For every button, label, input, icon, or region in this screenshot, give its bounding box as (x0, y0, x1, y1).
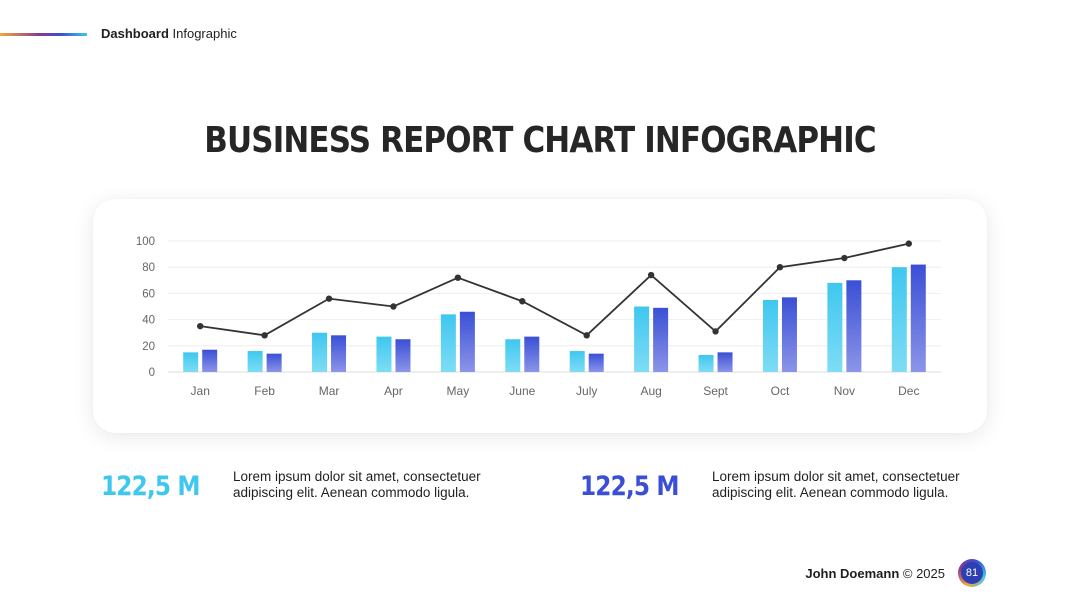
footer-credit: John Doemann © 2025 (805, 566, 945, 581)
business-chart: 0 20 40 60 80 100 Jan Feb Mar Apr May June July Aug Se… (136, 236, 941, 398)
bar (910, 264, 926, 372)
header-rest: Infographic (168, 26, 237, 41)
bar (698, 354, 714, 372)
trend-point (841, 254, 848, 262)
x-tick-label: Dec (898, 384, 919, 398)
bar (762, 299, 778, 372)
bar (524, 336, 540, 372)
y-tick-label: 40 (142, 315, 155, 327)
trend-line (200, 242, 909, 337)
bar (331, 335, 347, 372)
page-number: 81 (961, 562, 983, 584)
stat-description-1: Lorem ipsum dolor sit amet, consectetuer… (233, 469, 481, 500)
stat-value-2: 122,5 M (580, 471, 679, 502)
trend-point (776, 264, 784, 271)
bar (717, 352, 733, 372)
x-tick-label: May (447, 384, 470, 398)
bar (376, 336, 392, 372)
x-tick-label: June (509, 384, 535, 398)
trend-point (454, 274, 462, 281)
x-tick-label: Aug (640, 384, 661, 398)
x-tick-label: Oct (771, 384, 790, 398)
trend-point (519, 298, 526, 305)
trend-point (905, 240, 912, 247)
bar (266, 353, 282, 372)
bar (247, 351, 263, 372)
y-tick-label: 20 (142, 341, 155, 353)
footer-copyright: © 2025 (899, 566, 945, 581)
x-tick-label: Mar (319, 384, 340, 398)
page-title: BUSINESS REPORT CHART INFOGRAPHIC (204, 120, 876, 161)
chart-card: 0 20 40 60 80 100 Jan Feb Mar Apr May June July Aug Se… (93, 199, 987, 433)
bar (653, 307, 669, 372)
trend-point (197, 322, 204, 330)
x-tick-label: Apr (384, 384, 403, 398)
y-tick-label: 80 (142, 262, 155, 274)
bar (846, 280, 862, 372)
x-tick-label: Feb (254, 384, 275, 398)
x-tick-label: July (576, 384, 597, 398)
trend-point (261, 332, 268, 339)
bar (440, 314, 456, 372)
page-number-badge: 81 (958, 559, 986, 587)
trend-point (390, 303, 397, 310)
trend-point (647, 271, 655, 279)
y-tick-label: 100 (136, 236, 155, 248)
trend-point (712, 328, 719, 335)
bar (569, 351, 585, 372)
bar (312, 332, 328, 372)
trend-point (325, 295, 333, 302)
footer-author: John Doemann (805, 566, 900, 581)
bar (588, 353, 604, 372)
bar (395, 339, 411, 372)
x-tick-label: Jan (191, 384, 210, 398)
bar (634, 306, 650, 372)
y-tick-label: 0 (149, 367, 155, 379)
bar (505, 339, 521, 372)
trend-point (583, 332, 590, 339)
y-tick-label: 60 (142, 288, 155, 300)
page-header: Dashboard Infographic (101, 26, 237, 41)
stat-description-2: Lorem ipsum dolor sit amet, consectetuer… (712, 469, 960, 500)
bar (781, 297, 797, 372)
x-tick-label: Nov (834, 384, 855, 398)
x-tick-label: Sept (703, 384, 728, 398)
header-bold: Dashboard (101, 26, 169, 41)
stat-value-1: 122,5 M (101, 471, 200, 502)
accent-bar (0, 33, 87, 36)
bar (891, 267, 907, 372)
bar (202, 349, 218, 372)
bar (827, 282, 843, 372)
bar (183, 352, 199, 372)
bar (459, 311, 475, 372)
